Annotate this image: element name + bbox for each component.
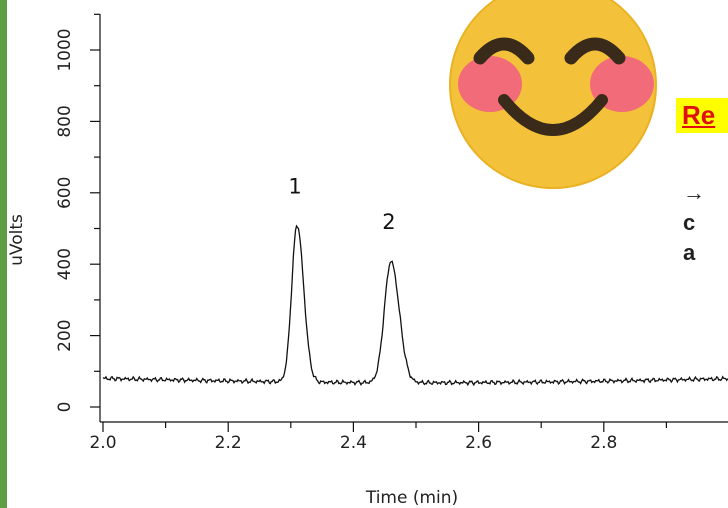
x-axis-title: Time (min) xyxy=(365,488,458,508)
slide-highlight-text: Re xyxy=(676,98,728,133)
y-tick-label: 800 xyxy=(55,105,75,137)
y-axis-title: uVolts xyxy=(7,214,27,266)
x-tick-label: 2.8 xyxy=(590,433,617,453)
x-tick-label: 2.6 xyxy=(465,433,492,453)
slide-body-text: → c a xyxy=(683,180,705,265)
smiling-face-with-smiling-eyes-icon xyxy=(449,0,657,189)
peak-label-2: 2 xyxy=(382,210,395,234)
peak-label-1: 1 xyxy=(288,174,301,198)
x-tick-label: 2.4 xyxy=(340,433,367,453)
y-tick-label: 0 xyxy=(55,402,75,413)
slide-accent-bar xyxy=(0,0,7,508)
x-tick-label: 2.0 xyxy=(89,433,116,453)
y-tick-label: 200 xyxy=(55,319,75,351)
y-tick-label: 600 xyxy=(55,177,75,209)
y-tick-label: 1000 xyxy=(55,28,75,71)
y-tick-label: 400 xyxy=(55,248,75,280)
chromatogram-trace xyxy=(102,224,728,387)
x-tick-label: 2.2 xyxy=(215,433,242,453)
axes xyxy=(99,14,728,423)
